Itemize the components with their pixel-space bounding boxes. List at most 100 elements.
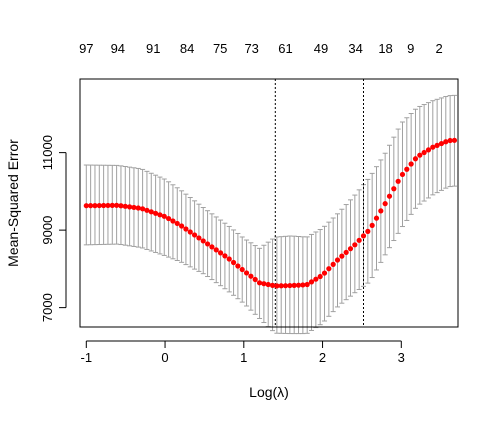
x-tick-label: 3 bbox=[398, 350, 405, 365]
mse-point bbox=[339, 253, 345, 259]
mse-point bbox=[183, 226, 189, 232]
mse-point bbox=[317, 273, 323, 280]
top-axis-label: 75 bbox=[213, 41, 227, 56]
mse-point bbox=[109, 202, 115, 208]
mse-point bbox=[360, 233, 367, 239]
mse-point bbox=[191, 232, 198, 238]
mse-point bbox=[96, 202, 102, 209]
error-bars bbox=[83, 94, 457, 335]
mse-point bbox=[161, 213, 167, 219]
mse-point bbox=[256, 280, 263, 286]
mse-point bbox=[105, 202, 111, 209]
y-tick-label: 9000 bbox=[40, 216, 55, 245]
mse-point bbox=[243, 270, 250, 276]
mse-point bbox=[399, 171, 406, 178]
mse-point bbox=[114, 202, 120, 208]
top-axis-label: 49 bbox=[314, 41, 328, 56]
mse-point bbox=[88, 203, 94, 209]
mse-point bbox=[334, 257, 341, 263]
top-axis-label: 91 bbox=[146, 41, 160, 56]
mse-point bbox=[326, 266, 332, 272]
mse-point bbox=[213, 247, 219, 253]
mse-point bbox=[222, 253, 228, 259]
y-axis-title: Mean-Squared Error bbox=[5, 139, 21, 267]
mse-point bbox=[140, 206, 146, 212]
mse-point bbox=[127, 204, 133, 210]
mse-point bbox=[356, 237, 362, 243]
mse-point bbox=[330, 261, 336, 267]
mse-point bbox=[174, 220, 180, 227]
mse-point bbox=[291, 282, 297, 288]
x-tick-label: 1 bbox=[240, 350, 247, 365]
top-axis-label: 94 bbox=[111, 41, 125, 56]
mse-point bbox=[287, 282, 293, 289]
mse-point bbox=[451, 137, 458, 143]
mse-point bbox=[347, 246, 354, 252]
mse-point bbox=[313, 276, 319, 282]
mse-point bbox=[412, 156, 419, 162]
mse-point bbox=[295, 282, 302, 288]
mse-point bbox=[200, 238, 206, 244]
x-tick-label: 2 bbox=[319, 350, 326, 365]
mse-point bbox=[187, 229, 193, 235]
mse-point bbox=[135, 205, 141, 211]
x-axis-title: Log(λ) bbox=[249, 384, 289, 400]
mse-point bbox=[408, 161, 414, 167]
mse-point bbox=[148, 209, 154, 215]
mse-point bbox=[101, 202, 107, 209]
mse-point bbox=[235, 263, 241, 269]
mse-point bbox=[230, 259, 237, 266]
mse-point bbox=[434, 142, 440, 148]
mse-point bbox=[265, 281, 271, 288]
mse-point bbox=[282, 283, 289, 289]
mse-point bbox=[365, 228, 371, 234]
mse-point bbox=[352, 242, 358, 248]
mse-point bbox=[447, 137, 453, 144]
mse-point bbox=[373, 215, 380, 221]
mse-point bbox=[131, 204, 137, 211]
top-axis-label: 61 bbox=[278, 41, 292, 56]
mse-point bbox=[378, 208, 384, 214]
mse-point bbox=[196, 235, 202, 241]
mse-points bbox=[83, 137, 458, 289]
mse-point bbox=[153, 210, 159, 216]
top-axis-label: 2 bbox=[435, 41, 442, 56]
mse-point bbox=[430, 144, 436, 150]
y-tick-label: 7000 bbox=[40, 293, 55, 322]
mse-point bbox=[386, 193, 393, 199]
mse-point bbox=[425, 147, 432, 153]
mse-point bbox=[278, 283, 284, 289]
top-axis-label: 84 bbox=[180, 41, 194, 56]
x-axis: -1 0 1 2 3 bbox=[81, 340, 405, 365]
mse-point bbox=[204, 241, 211, 247]
mse-point bbox=[382, 201, 388, 207]
mse-point bbox=[300, 282, 306, 288]
mse-point bbox=[217, 250, 224, 256]
mse-point bbox=[157, 212, 163, 218]
mse-point bbox=[321, 270, 328, 276]
mse-point bbox=[261, 281, 267, 287]
x-tick-label: -1 bbox=[81, 350, 93, 365]
mse-point bbox=[252, 276, 258, 283]
mse-point bbox=[170, 218, 176, 224]
mse-point bbox=[209, 244, 215, 250]
mse-point bbox=[395, 178, 401, 184]
mse-point bbox=[421, 149, 427, 156]
top-axis-label: 18 bbox=[378, 41, 392, 56]
mse-point bbox=[343, 249, 349, 256]
top-axis-label: 97 bbox=[79, 41, 93, 56]
mse-point bbox=[248, 273, 254, 279]
mse-point bbox=[92, 203, 98, 209]
mse-point bbox=[304, 281, 310, 288]
top-axis-label: 9 bbox=[407, 41, 414, 56]
mse-point bbox=[274, 283, 280, 289]
mse-point bbox=[369, 222, 375, 228]
mse-point bbox=[118, 203, 124, 209]
mse-point bbox=[83, 203, 89, 209]
mse-point bbox=[144, 207, 150, 213]
mse-point bbox=[269, 282, 276, 288]
top-axis-label: 34 bbox=[348, 41, 362, 56]
mse-point bbox=[122, 203, 128, 209]
y-tick-label: 11000 bbox=[40, 135, 55, 170]
